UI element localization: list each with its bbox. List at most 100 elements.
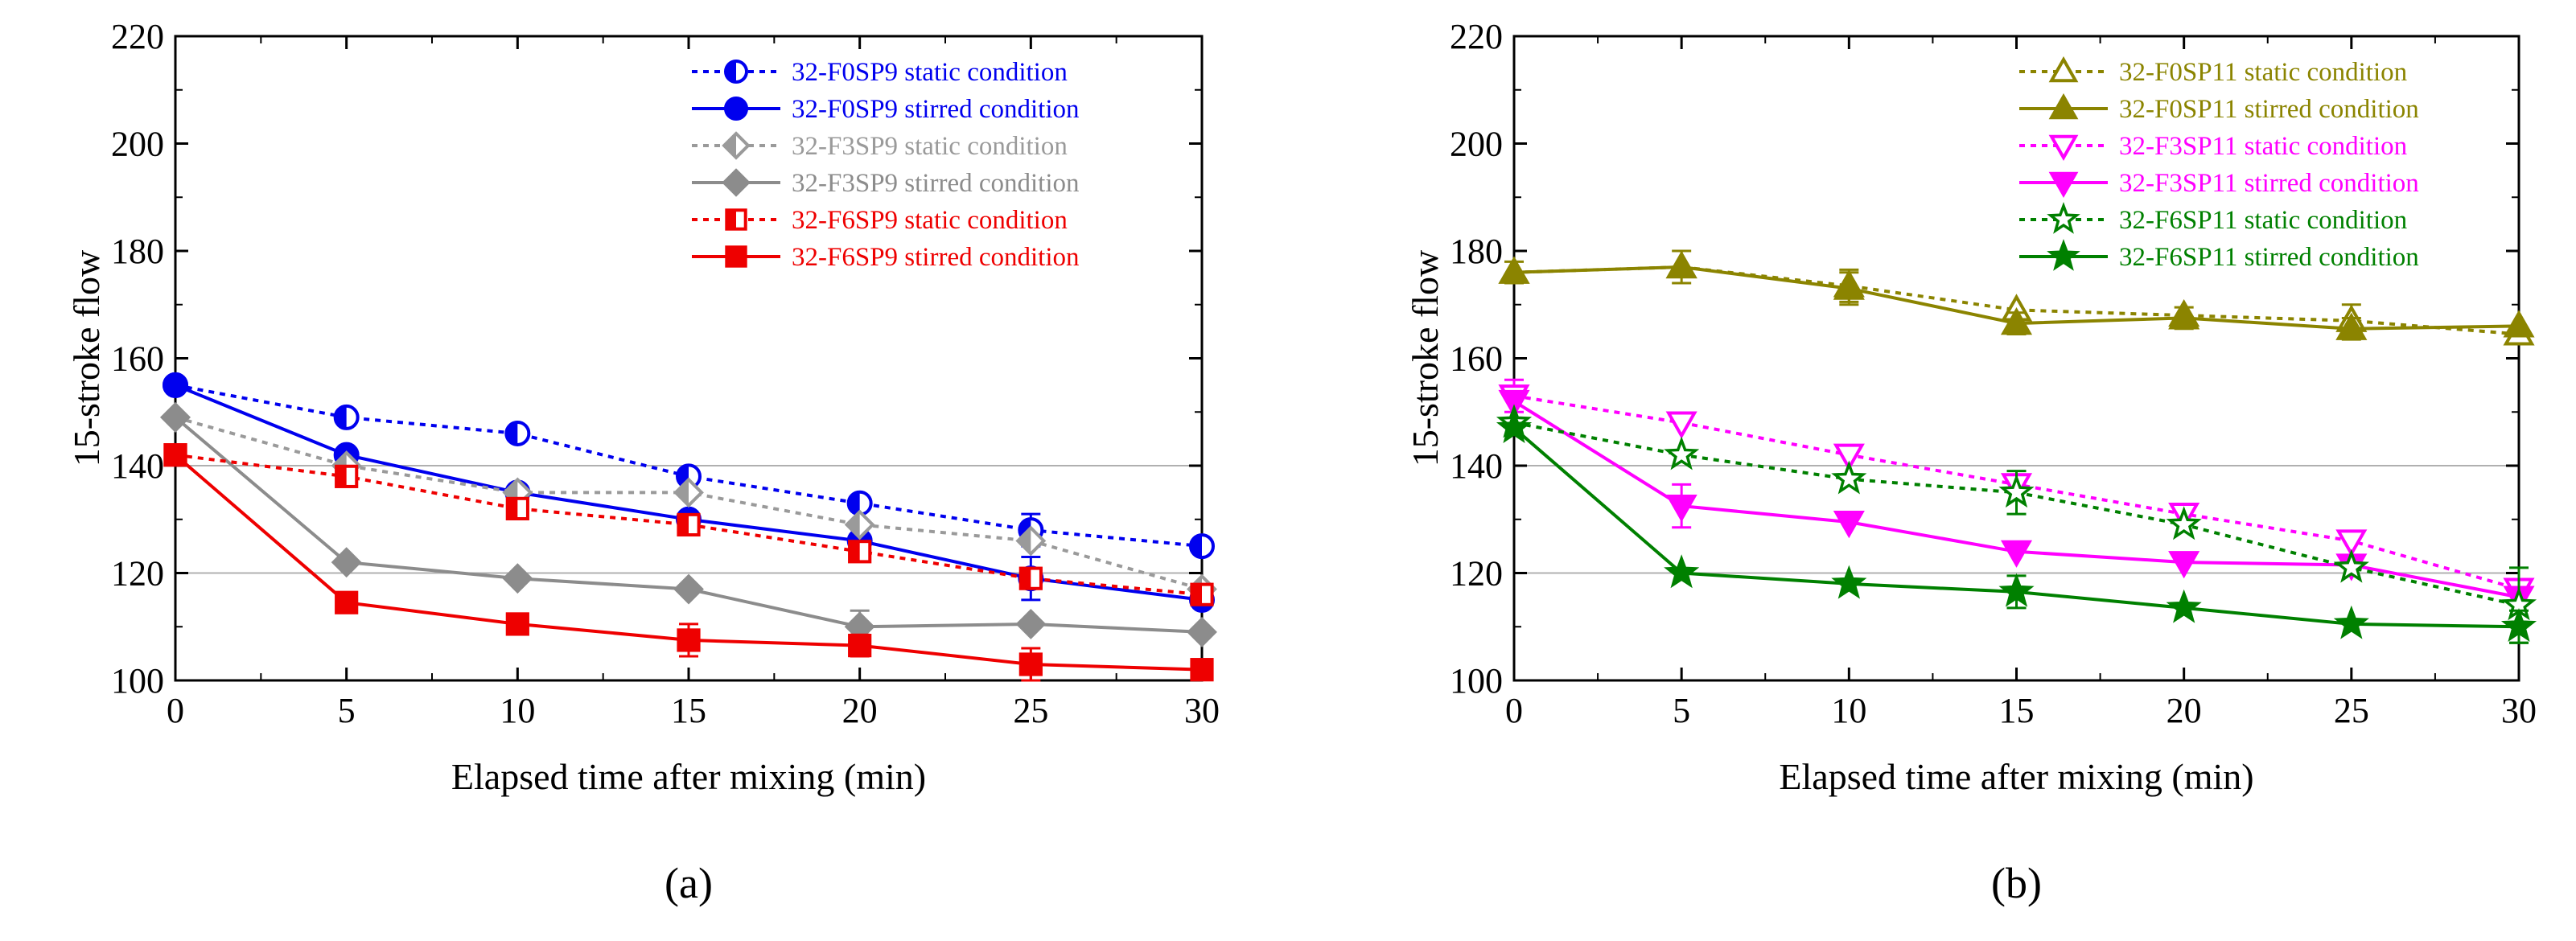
marker-fill [336, 466, 347, 487]
marker-fill [1191, 584, 1202, 605]
data-point [1189, 533, 1215, 560]
legend-label: 32-F3SP9 static condition [792, 132, 1068, 161]
legend-item: 32-F3SP9 static condition [692, 131, 1068, 161]
data-point [502, 563, 533, 594]
marker-shape [505, 612, 529, 636]
legend-label: 32-F3SP11 stirred condition [2119, 169, 2419, 198]
marker-fill [507, 498, 518, 519]
x-tick-label: 10 [500, 691, 535, 730]
marker-shape [2333, 549, 2369, 583]
data-point [1664, 554, 1700, 589]
marker-shape [1998, 573, 2035, 607]
legend-label: 32-F3SP11 static condition [2119, 132, 2407, 161]
x-tick-label: 0 [1505, 691, 1523, 730]
data-point [677, 628, 701, 652]
x-tick-label: 15 [671, 691, 706, 730]
legend-label: 32-F6SP9 stirred condition [792, 243, 1080, 272]
x-tick-label: 0 [167, 691, 184, 730]
legend-label: 32-F3SP9 stirred condition [792, 169, 1080, 198]
data-point [673, 477, 704, 508]
marker-shape [2335, 312, 2368, 340]
y-tick-label: 200 [1450, 125, 1503, 164]
x-axis-label: Elapsed time after mixing (min) [1779, 756, 2253, 797]
marker-shape [2048, 171, 2079, 198]
legend-label: 32-F6SP9 static condition [792, 206, 1068, 235]
data-point [1015, 608, 1047, 639]
data-point [677, 512, 701, 537]
legend-item: 32-F3SP11 stirred condition [2019, 169, 2419, 198]
x-tick-label: 20 [842, 691, 878, 730]
legend-marker [725, 208, 747, 231]
legend-marker [2047, 202, 2080, 234]
data-point [1998, 573, 2035, 607]
legend-marker [722, 131, 751, 160]
y-tick-label: 140 [1450, 446, 1503, 486]
x-tick-label: 30 [2501, 691, 2537, 730]
x-tick-label: 20 [2167, 691, 2202, 730]
y-tick-label: 100 [1450, 661, 1503, 701]
data-point [2000, 540, 2033, 568]
marker-shape [2168, 551, 2200, 579]
legend-marker [2048, 171, 2079, 198]
marker-fill [675, 479, 689, 506]
legend-marker [2048, 134, 2079, 161]
legend-item: 32-F0SP9 static condition [692, 58, 1068, 87]
marker-shape [163, 443, 187, 467]
legend-label: 32-F6SP11 stirred condition [2119, 243, 2419, 272]
y-tick-label: 120 [111, 554, 164, 594]
marker-shape [673, 573, 704, 605]
x-tick-label: 5 [1673, 691, 1690, 730]
data-point [1187, 616, 1217, 647]
legend-label: 32-F0SP9 stirred condition [792, 95, 1080, 124]
marker-shape [2000, 306, 2033, 335]
marker-shape [1833, 511, 1865, 539]
data-point [335, 590, 359, 614]
y-axis-label: 15-stroke flow [66, 249, 107, 466]
y-tick-label: 180 [1450, 232, 1503, 271]
data-point [1498, 389, 1530, 418]
marker-shape [1498, 256, 1530, 284]
marker-shape [1833, 272, 1865, 300]
legend-marker [724, 60, 748, 84]
data-point [335, 464, 359, 488]
data-point [1496, 409, 1533, 444]
marker-shape [1831, 460, 1867, 495]
data-point [1831, 460, 1867, 495]
y-tick-label: 140 [111, 446, 164, 486]
marker-fill [506, 421, 518, 445]
series-4 [160, 401, 1217, 647]
marker-shape [331, 547, 362, 578]
legend-label: 32-F6SP11 static condition [2119, 206, 2407, 235]
data-point [2166, 589, 2202, 623]
marker-shape [2166, 589, 2202, 623]
data-point [848, 634, 872, 658]
x-axis-label: Elapsed time after mixing (min) [451, 756, 926, 797]
legend-item: 32-F6SP11 stirred condition [2019, 239, 2419, 272]
marker-shape [335, 590, 359, 614]
marker-shape [1187, 616, 1217, 647]
marker-shape [163, 372, 188, 398]
marker-shape [1833, 443, 1865, 471]
legend-marker [725, 245, 747, 268]
data-point [1498, 256, 1530, 284]
marker-shape [677, 628, 701, 652]
data-point [1018, 566, 1043, 590]
panel-label: (b) [1991, 859, 2042, 907]
x-tick-label: 15 [1999, 691, 2035, 730]
legend-item: 32-F0SP11 static condition [2019, 56, 2407, 87]
marker-shape [848, 634, 872, 658]
marker-shape [2503, 310, 2535, 338]
x-tick-label: 30 [1184, 691, 1220, 730]
y-tick-label: 100 [111, 661, 164, 701]
marker-shape [2500, 608, 2537, 643]
data-point [1664, 436, 1700, 470]
marker-fill [726, 61, 736, 82]
data-point [1831, 565, 1867, 599]
marker-fill [1191, 535, 1202, 558]
y-tick-label: 220 [1450, 17, 1503, 56]
marker-shape [502, 563, 533, 594]
y-tick-label: 200 [111, 125, 164, 164]
panel-label: (a) [665, 859, 713, 907]
legend: 32-F0SP9 static condition 32-F0SP9 stirre… [692, 58, 1080, 272]
